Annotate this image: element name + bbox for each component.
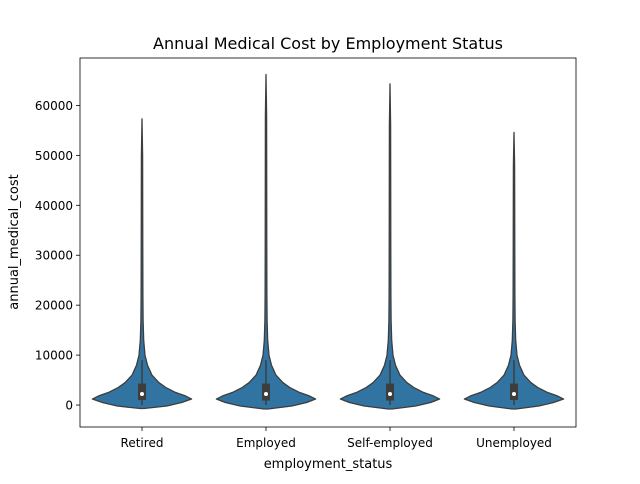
violin-retired xyxy=(91,118,193,410)
y-axis: 0 10000 20000 30000 40000 50000 60000 xyxy=(35,99,80,413)
violin-median xyxy=(264,392,268,397)
x-axis: Retired Employed Self-employed Unemployed xyxy=(121,427,552,450)
y-axis-label: annual_medical_cost xyxy=(7,174,22,309)
y-tick-label: 10000 xyxy=(35,349,73,363)
violin-body xyxy=(91,118,193,410)
violin-self-employed xyxy=(339,83,441,410)
violin-body xyxy=(215,73,317,410)
plot-area xyxy=(91,73,565,410)
violin-body xyxy=(463,131,565,410)
y-tick-label: 20000 xyxy=(35,299,73,313)
violin-median xyxy=(140,392,144,397)
y-tick-label: 60000 xyxy=(35,99,73,113)
x-axis-label: employment_status xyxy=(264,457,393,472)
y-tick-label: 50000 xyxy=(35,149,73,163)
chart-title: Annual Medical Cost by Employment Status xyxy=(153,34,503,53)
x-tick-label: Retired xyxy=(121,436,164,450)
violin-employed xyxy=(215,73,317,410)
y-tick-label: 30000 xyxy=(35,249,73,263)
plot-frame xyxy=(79,57,577,428)
violin-unemployed xyxy=(463,131,565,410)
y-tick-label: 40000 xyxy=(35,199,73,213)
violin-iqr-box xyxy=(138,383,146,401)
violin-median xyxy=(512,392,516,397)
x-tick-label: Unemployed xyxy=(476,436,552,450)
y-tick-label: 0 xyxy=(65,399,73,413)
violin-median xyxy=(388,392,392,397)
violin-iqr-box xyxy=(510,383,518,401)
x-tick-label: Self-employed xyxy=(347,436,433,450)
x-tick-label: Employed xyxy=(236,436,296,450)
violin-body xyxy=(339,83,441,410)
